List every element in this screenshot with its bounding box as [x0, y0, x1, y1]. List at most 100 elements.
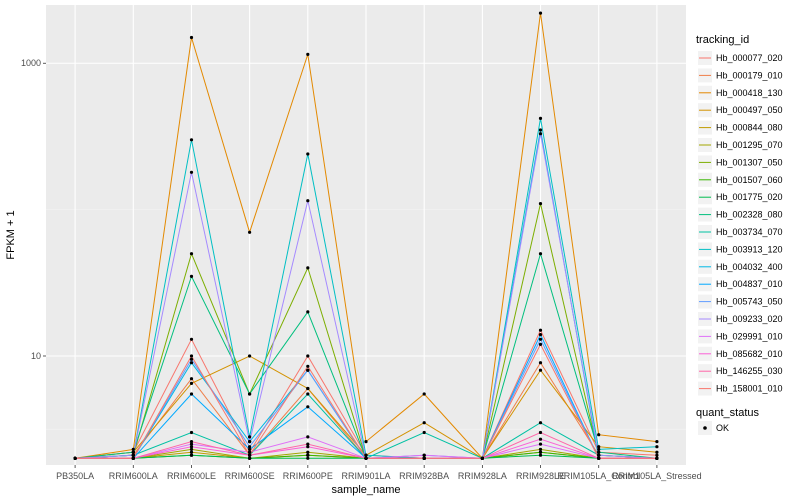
data-point [189, 170, 194, 174]
x-tick-label: RRIM600PE [283, 471, 333, 481]
y-axis: 10 1000 [21, 58, 46, 361]
legend-items: Hb_000077_020 Hb_000179_010 Hb_000418_130 H… [698, 51, 783, 396]
legend-label: Hb_001507_060 [716, 175, 783, 185]
data-point [538, 361, 543, 365]
data-point [189, 392, 194, 396]
legend: tracking_id Hb_000077_020Hb_000179_010Hb… [696, 34, 783, 435]
legend-label: Hb_003913_120 [716, 244, 783, 254]
x-tick-label: RRIM600LE [167, 471, 216, 481]
y-tick-label: 10 [31, 351, 41, 361]
data-point [597, 450, 601, 454]
data-point [189, 377, 194, 381]
data-point [189, 274, 194, 278]
x-tick-label: PB350LA [56, 471, 94, 481]
legend-label: Hb_001295_070 [716, 140, 783, 150]
y-tick-label: 1000 [21, 58, 41, 68]
data-point [248, 354, 252, 358]
data-point [189, 354, 194, 358]
data-point [189, 35, 194, 40]
data-point [597, 456, 601, 460]
data-point [538, 368, 543, 372]
data-point [538, 342, 543, 346]
legend-label: Hb_000179_010 [716, 70, 783, 80]
data-point [538, 430, 543, 435]
data-point [248, 435, 252, 439]
legend-label: Hb_029991_010 [716, 331, 783, 341]
data-point [597, 433, 601, 437]
legend-label: Hb_001775_020 [716, 192, 783, 202]
data-point [538, 450, 543, 454]
data-point [248, 440, 252, 444]
data-point [189, 430, 194, 435]
data-point [189, 453, 194, 457]
x-axis-title: sample_name [331, 484, 400, 496]
data-point [422, 430, 426, 435]
data-point [189, 361, 194, 365]
major-gridlines [46, 5, 686, 465]
data-point [538, 202, 543, 206]
x-tick-label: RRIM901LA [341, 471, 390, 481]
legend-label: Hb_001307_050 [716, 157, 783, 167]
data-point [131, 447, 135, 451]
data-point [422, 453, 426, 457]
point-legend-symbol [703, 426, 707, 430]
point-legend-label: OK [716, 423, 729, 433]
data-point [364, 453, 368, 457]
data-point [306, 405, 310, 409]
x-tick-label: RRIM600SE [225, 471, 275, 481]
legend-label: Hb_085682_010 [716, 349, 783, 359]
data-point [538, 453, 543, 457]
data-point [189, 442, 194, 446]
data-point [248, 456, 252, 460]
data-point [306, 266, 310, 270]
data-point [248, 447, 252, 451]
legend-title: tracking_id [696, 34, 749, 46]
data-point [538, 11, 543, 15]
data-point [189, 440, 194, 444]
data-point [248, 230, 252, 234]
series-points [73, 11, 659, 460]
legend-label: Hb_000844_080 [716, 123, 783, 133]
data-point [538, 132, 543, 136]
data-point [422, 421, 426, 425]
data-point [248, 450, 252, 454]
data-point [189, 252, 194, 256]
data-point [306, 442, 310, 446]
data-point [538, 333, 543, 337]
data-point [422, 392, 426, 396]
data-point [306, 450, 310, 454]
data-point [248, 392, 252, 396]
data-point [538, 421, 543, 425]
data-point [306, 368, 310, 372]
data-point [131, 456, 135, 460]
y-axis-title: FPKM + 1 [5, 210, 17, 259]
legend-label: Hb_158001_010 [716, 384, 783, 394]
data-point [655, 445, 659, 449]
data-point [306, 453, 310, 457]
data-point [189, 381, 194, 385]
legend-label: Hb_003734_070 [716, 227, 783, 237]
legend-label: Hb_005743_050 [716, 297, 783, 307]
x-tick-label: RRIM928BA [399, 471, 449, 481]
x-tick-label: RRIM600LA [109, 471, 158, 481]
x-axis: PB350LA RRIM600LA RRIM600LE RRIM600SE RRIM60… [56, 465, 702, 481]
data-point [538, 328, 543, 332]
data-point [538, 116, 543, 120]
data-point [248, 453, 252, 457]
data-point [306, 386, 310, 391]
data-point [189, 357, 194, 361]
data-point [538, 447, 543, 451]
data-point [306, 199, 310, 203]
data-point [422, 456, 426, 460]
legend-label: Hb_146255_030 [716, 366, 783, 376]
data-point [655, 440, 659, 444]
data-point [597, 447, 601, 451]
data-point [189, 138, 194, 142]
data-point [189, 337, 194, 341]
data-point [306, 435, 310, 439]
data-point [538, 252, 543, 256]
data-point [306, 364, 310, 368]
data-point [306, 310, 310, 314]
legend-label: Hb_000418_130 [716, 88, 783, 98]
data-point [538, 128, 543, 132]
